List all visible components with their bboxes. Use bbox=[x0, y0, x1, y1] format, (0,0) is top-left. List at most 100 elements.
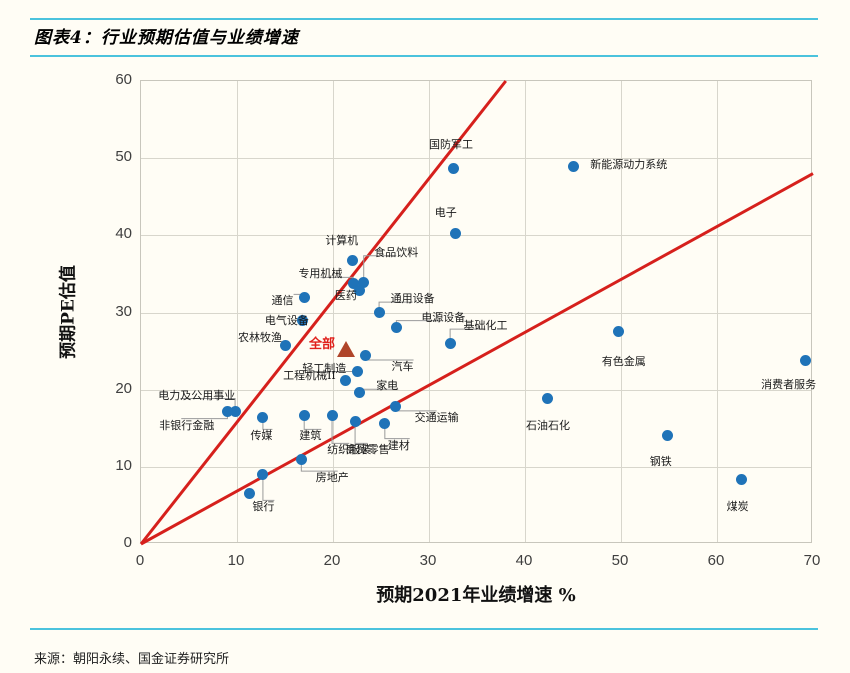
data-point-label: 钢铁 bbox=[649, 454, 672, 468]
data-point[interactable] bbox=[243, 488, 255, 500]
data-point[interactable] bbox=[298, 410, 310, 422]
data-point-label: 食品饮料 bbox=[374, 245, 419, 259]
data-point[interactable] bbox=[257, 469, 269, 481]
gridline-vertical bbox=[621, 81, 622, 542]
y-tick-label: 40 bbox=[115, 225, 132, 243]
data-point[interactable] bbox=[326, 410, 338, 422]
gridline-horizontal bbox=[141, 466, 811, 468]
data-point[interactable] bbox=[347, 277, 359, 289]
x-tick-label: 10 bbox=[227, 552, 245, 569]
gridline-vertical bbox=[525, 81, 526, 542]
x-tick-label: 20 bbox=[323, 552, 341, 569]
y-tick-label: 20 bbox=[115, 379, 132, 397]
data-point[interactable] bbox=[444, 337, 456, 349]
data-point-label: 专用机械 bbox=[298, 267, 343, 281]
data-point[interactable] bbox=[448, 162, 460, 174]
data-point[interactable] bbox=[339, 374, 351, 386]
x-tick-label: 50 bbox=[611, 552, 629, 569]
data-point-label: 房地产 bbox=[315, 471, 349, 485]
data-point-all-market[interactable] bbox=[337, 340, 356, 357]
y-tick-label: 30 bbox=[115, 302, 132, 320]
data-point[interactable] bbox=[351, 366, 363, 378]
y-tick-label: 10 bbox=[115, 456, 132, 474]
data-point-label: 轻工制造 bbox=[302, 361, 347, 375]
label-leader-line bbox=[363, 255, 397, 283]
label-leader-line bbox=[262, 474, 275, 501]
data-point[interactable] bbox=[221, 405, 233, 417]
data-point-label: 工程机械II bbox=[283, 369, 336, 383]
gridline-horizontal bbox=[141, 158, 811, 160]
label-leader-line bbox=[354, 421, 368, 444]
data-point[interactable] bbox=[379, 418, 391, 430]
data-point-label: 汽车 bbox=[391, 359, 414, 373]
leader-line-layer bbox=[180, 255, 486, 501]
trendline bbox=[140, 172, 814, 546]
gridline-vertical bbox=[717, 81, 718, 542]
data-point-label: 纺织服装 bbox=[327, 443, 372, 457]
data-point[interactable] bbox=[390, 322, 402, 334]
data-point[interactable] bbox=[358, 276, 370, 288]
data-point-label: 全部 bbox=[309, 337, 336, 353]
source-note: 来源：朝阳永续、国金证券研究所 bbox=[34, 652, 230, 667]
data-point[interactable] bbox=[567, 161, 579, 173]
y-tick-label: 0 bbox=[123, 534, 132, 551]
source-rule bbox=[30, 628, 818, 630]
x-tick-label: 0 bbox=[135, 552, 145, 569]
data-point[interactable] bbox=[612, 326, 624, 338]
x-tick-label: 40 bbox=[515, 552, 533, 569]
data-point[interactable] bbox=[349, 415, 361, 427]
x-tick-label: 70 bbox=[803, 552, 821, 569]
data-point[interactable] bbox=[450, 227, 462, 239]
data-point[interactable] bbox=[346, 255, 358, 267]
page-title: 图表4：行业预期估值与业绩增速 bbox=[34, 28, 299, 48]
data-point-label: 电气设备 bbox=[264, 314, 309, 328]
data-point-label: 商贸零售 bbox=[345, 443, 390, 457]
data-point[interactable] bbox=[354, 387, 366, 399]
data-point[interactable] bbox=[295, 454, 307, 466]
x-tick-label: 60 bbox=[707, 552, 725, 569]
y-axis-label-wrap: 预期PE估值 bbox=[59, 80, 79, 543]
gridline-vertical bbox=[237, 81, 238, 542]
x-axis-label: 预期2021年业绩增速 % bbox=[376, 585, 576, 606]
gridline-horizontal bbox=[141, 389, 811, 391]
data-point-label: 医药 bbox=[334, 288, 357, 302]
trendline bbox=[139, 80, 507, 545]
data-point-label: 基础化工 bbox=[463, 319, 508, 333]
data-point-label: 家电 bbox=[376, 379, 399, 393]
data-point[interactable] bbox=[736, 474, 748, 486]
data-point-label: 银行 bbox=[252, 500, 275, 514]
title-rule-top bbox=[30, 18, 818, 20]
data-point[interactable] bbox=[541, 393, 553, 405]
y-tick-label: 60 bbox=[115, 71, 132, 88]
gridline-vertical bbox=[333, 81, 334, 542]
data-point-label: 石油石化 bbox=[525, 419, 570, 433]
data-point-label: 煤炭 bbox=[726, 499, 749, 513]
data-point-label: 消费者服务 bbox=[761, 377, 817, 391]
x-tick-label: 30 bbox=[419, 552, 437, 569]
data-point[interactable] bbox=[354, 285, 366, 297]
y-tick-label: 50 bbox=[115, 148, 132, 166]
data-point[interactable] bbox=[661, 430, 673, 442]
data-point[interactable] bbox=[296, 315, 308, 327]
scatter-chart: 预期PE估值 0 10 20 30 40 50 60 0 10 20 30 40 50 60 70 预期2… bbox=[0, 60, 850, 620]
plot-area: 国防军工 新能源动力系统 电子 计算机 食品饮料 专用机械 医药 通信 通用设备 电气设备 电源设备… bbox=[139, 80, 816, 546]
data-point-label: 电子 bbox=[434, 205, 457, 219]
data-point[interactable] bbox=[799, 354, 811, 366]
data-point-label: 新能源动力系统 bbox=[590, 157, 668, 171]
data-point[interactable] bbox=[360, 350, 372, 362]
data-point[interactable] bbox=[257, 411, 269, 423]
data-point[interactable] bbox=[389, 401, 401, 413]
data-point[interactable] bbox=[373, 307, 385, 318]
data-point[interactable] bbox=[279, 340, 291, 352]
data-point[interactable] bbox=[229, 405, 241, 417]
data-point-label: 传媒 bbox=[250, 429, 273, 443]
data-point-label: 建筑 bbox=[299, 429, 322, 443]
data-point-label: 电力及公用事业 bbox=[158, 388, 236, 402]
trendline-layer bbox=[139, 80, 814, 546]
data-point-label: 通用设备 bbox=[390, 292, 435, 306]
data-point[interactable] bbox=[298, 291, 310, 303]
x-axis-ticks: 0 10 20 30 40 50 60 70 bbox=[136, 552, 821, 574]
data-point-label: 农林牧渔 bbox=[237, 330, 282, 344]
y-axis-label: 预期PE估值 bbox=[58, 265, 79, 359]
